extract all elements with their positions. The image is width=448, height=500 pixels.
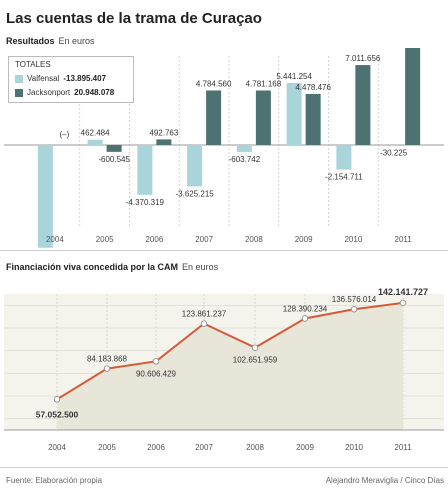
area-chart-tick-label: 2008 xyxy=(246,443,264,452)
bar-label: -603.742 xyxy=(229,155,261,164)
bar-label: -2.154.711 xyxy=(325,173,363,182)
data-point-2011 xyxy=(399,299,407,307)
bar-chart-tick-label: 2010 xyxy=(344,235,362,244)
bar-chart: -9.014.933462.484-4.370.319-3.625.215-60… xyxy=(4,48,444,248)
footer-credit: Alejandro Meraviglia / Cinco Días xyxy=(325,476,444,485)
bar-valfensal-2005 xyxy=(87,139,103,145)
data-label: 84.183.868 xyxy=(87,355,128,364)
bar-chart-tick-label: 2011 xyxy=(395,235,413,244)
bar-label: 5.441.254 xyxy=(276,72,312,81)
bar-jacksonport-2009 xyxy=(305,93,321,145)
bar-chart-unit: En euros xyxy=(58,36,95,46)
bar-chart-subtitle: Resultados En euros xyxy=(6,36,95,46)
legend-item-jacksonport: Jacksonport 20.948.078 xyxy=(15,88,114,97)
area-chart-tick-label: 2004 xyxy=(48,443,66,452)
legend-total-jacksonport: 20.948.078 xyxy=(74,88,115,97)
area-chart-tick-label: 2010 xyxy=(345,443,363,452)
bar-label: 4.784.560 xyxy=(196,79,232,88)
legend-total-valfensal: -13.895.407 xyxy=(63,74,107,83)
area-chart-tick-label: 2006 xyxy=(147,443,165,452)
legend-item-valfensal: Valfensal -13.895.407 xyxy=(15,74,106,83)
data-label: 136.576.014 xyxy=(332,295,377,304)
data-point-2007 xyxy=(200,320,208,327)
bar-valfensal-2007 xyxy=(187,145,203,187)
bar-label: -4.370.319 xyxy=(126,198,165,207)
data-label: 102.651.959 xyxy=(233,356,278,365)
bar-label: -600.545 xyxy=(98,155,130,164)
bar-valfensal-2004 xyxy=(37,145,53,248)
area-chart-tick-label: 2009 xyxy=(296,443,314,452)
bar-label: (–) xyxy=(59,130,69,139)
line-chart-subtitle: Financiación viva concedida por la CAM En… xyxy=(6,262,218,272)
bar-valfensal-2008 xyxy=(236,145,252,152)
bar-jacksonport-2008 xyxy=(255,90,271,145)
bar-valfensal-2010 xyxy=(336,145,352,170)
bar-jacksonport-2010 xyxy=(355,65,371,145)
bar-valfensal-2009 xyxy=(286,82,302,145)
data-point-2010 xyxy=(350,306,358,313)
area-chart-tick-label: 2005 xyxy=(98,443,116,452)
footer-source: Fuente: Elaboración propia xyxy=(6,476,103,485)
data-label: 123.861.237 xyxy=(182,310,227,319)
bar-chart-subtitle-text: Resultados xyxy=(6,36,55,46)
area-chart: 57.052.500 84.183.868 90.606.429 123.861.23… xyxy=(4,287,444,452)
bar-label: -30.225 xyxy=(380,148,408,157)
bar-label: 4.478.476 xyxy=(295,83,331,92)
legend-swatch-jacksonport xyxy=(15,88,23,97)
bar-valfensal-2006 xyxy=(137,145,153,195)
area-chart-tick-label: 2011 xyxy=(394,443,412,452)
data-label: 90.606.429 xyxy=(136,369,177,378)
bar-chart-tick-label: 2007 xyxy=(195,235,213,244)
legend-title: TOTALES xyxy=(15,60,51,69)
section-divider xyxy=(0,250,448,251)
area-chart-tick-label: 2007 xyxy=(195,443,213,452)
bar-label: 462.484 xyxy=(81,129,110,138)
data-point-2006 xyxy=(152,358,160,365)
bar-chart-tick-label: 2006 xyxy=(145,235,163,244)
bar-chart-tick-label: 2009 xyxy=(295,235,313,244)
bar-label: -3.625.215 xyxy=(175,189,214,198)
bar-jacksonport-2005 xyxy=(106,145,122,152)
data-label: 57.052.500 xyxy=(36,409,79,419)
line-chart-subtitle-text: Financiación viva concedida por la CAM xyxy=(6,262,179,272)
data-point-2009 xyxy=(301,315,309,322)
data-label: 128.390.234 xyxy=(283,304,328,313)
bar-chart-tick-label: 2004 xyxy=(46,235,64,244)
data-point-2005 xyxy=(103,365,111,372)
footer-divider xyxy=(0,467,448,468)
bar-label: 4.781.168 xyxy=(246,79,282,88)
bar-valfensal-2011 xyxy=(386,145,402,146)
data-point-2004 xyxy=(53,396,61,403)
legend-label-valfensal: Valfensal xyxy=(27,74,60,83)
bar-jacksonport-2011 xyxy=(405,48,421,145)
page-title: Las cuentas de la trama de Curaçao xyxy=(6,10,262,27)
bar-label: 492.763 xyxy=(149,128,178,137)
bar-chart-tick-label: 2005 xyxy=(96,235,114,244)
legend-swatch-valfensal xyxy=(15,74,23,83)
bar-label: 7.011.656 xyxy=(345,54,381,63)
bar-jacksonport-2007 xyxy=(206,90,222,145)
legend: TOTALES Valfensal -13.895.407 Jacksonpor… xyxy=(8,56,134,103)
bar-jacksonport-2006 xyxy=(156,139,172,145)
data-point-2008 xyxy=(251,344,259,351)
legend-label-jacksonport: Jacksonport xyxy=(27,88,71,97)
bar-chart-tick-label: 2008 xyxy=(245,235,263,244)
area-fill xyxy=(57,302,403,430)
data-label: 142.141.727 xyxy=(378,287,428,297)
line-chart-unit: En euros xyxy=(182,262,219,272)
series-line xyxy=(56,301,404,401)
